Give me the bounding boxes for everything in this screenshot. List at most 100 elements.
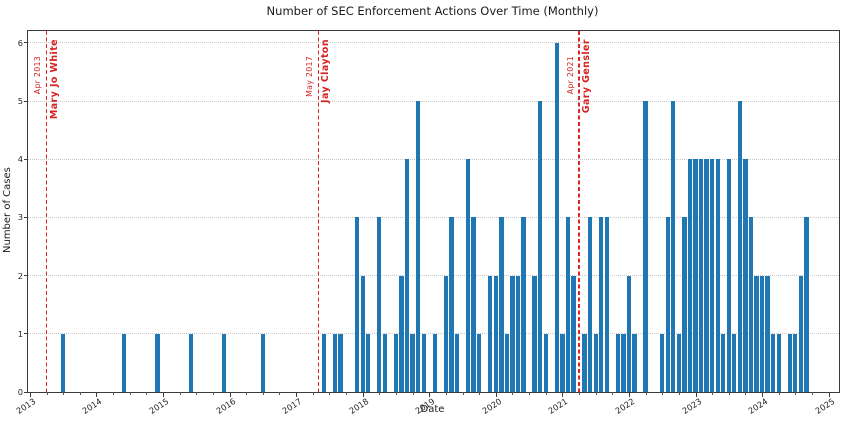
x-minor-tick bbox=[545, 392, 547, 395]
x-minor-tick bbox=[79, 392, 81, 395]
bar-2022-01 bbox=[626, 275, 632, 392]
x-minor-tick bbox=[479, 392, 481, 395]
chart-title: Number of SEC Enforcement Actions Over T… bbox=[266, 4, 599, 18]
bar-2024-04 bbox=[776, 333, 781, 392]
bar-2023-01 bbox=[693, 159, 698, 392]
bar-2022-02 bbox=[632, 333, 637, 392]
x-minor-tick bbox=[612, 392, 614, 395]
x-minor-tick bbox=[46, 392, 48, 395]
x-minor-tick bbox=[146, 392, 148, 395]
gridline-3 bbox=[28, 216, 839, 218]
x-minor-tick bbox=[129, 392, 131, 395]
gridline-1 bbox=[28, 333, 839, 335]
bar-2015-06 bbox=[188, 333, 193, 392]
bar-2018-09 bbox=[404, 159, 410, 392]
chair-annotation-date: Apr 2013 bbox=[33, 56, 42, 95]
y-tick-label: 1 bbox=[17, 328, 23, 339]
bar-2019-06 bbox=[454, 333, 460, 392]
bar-2023-02 bbox=[698, 159, 704, 392]
x-minor-tick bbox=[379, 392, 381, 395]
bar-2020-09 bbox=[538, 101, 543, 392]
x-tick-2015 bbox=[162, 392, 164, 397]
bar-2024-08 bbox=[798, 275, 804, 392]
bar-2023-11 bbox=[748, 217, 754, 392]
bar-2020-04 bbox=[510, 275, 515, 392]
bar-2023-07 bbox=[726, 159, 731, 392]
x-minor-tick bbox=[512, 392, 514, 395]
x-minor-tick bbox=[778, 392, 780, 395]
bar-2022-11 bbox=[682, 217, 687, 392]
x-minor-tick bbox=[179, 392, 181, 395]
x-minor-tick bbox=[662, 392, 664, 395]
bar-2018-11 bbox=[416, 101, 421, 392]
x-minor-tick bbox=[63, 392, 65, 395]
x-minor-tick bbox=[445, 392, 447, 395]
bar-2019-10 bbox=[477, 333, 482, 392]
x-minor-tick bbox=[462, 392, 464, 395]
chair-annotation-line-gary-gensler bbox=[578, 31, 580, 392]
x-tick-2018 bbox=[362, 392, 364, 397]
bar-2018-08 bbox=[399, 275, 404, 392]
bar-2017-09 bbox=[338, 333, 343, 392]
bar-2023-12 bbox=[754, 275, 759, 392]
bar-2024-07 bbox=[793, 333, 798, 392]
bar-2024-06 bbox=[787, 333, 792, 392]
bar-2024-01 bbox=[759, 275, 765, 392]
bar-2017-08 bbox=[332, 333, 338, 392]
bar-2020-10 bbox=[543, 333, 548, 392]
x-minor-tick bbox=[811, 392, 813, 395]
bar-2018-10 bbox=[410, 333, 415, 392]
x-minor-tick bbox=[728, 392, 730, 395]
x-tick-2024 bbox=[762, 392, 764, 397]
x-minor-tick bbox=[712, 392, 714, 395]
bar-2017-06 bbox=[321, 333, 326, 392]
x-minor-tick bbox=[329, 392, 331, 395]
bar-2021-02 bbox=[565, 217, 571, 392]
bar-2023-04 bbox=[709, 159, 715, 392]
bar-2016-07 bbox=[260, 333, 265, 392]
x-minor-tick bbox=[595, 392, 597, 395]
x-minor-tick bbox=[113, 392, 115, 395]
chair-annotation-line-jay-clayton bbox=[317, 31, 320, 392]
y-tick-label: 4 bbox=[17, 154, 23, 165]
x-minor-tick bbox=[795, 392, 797, 395]
y-tick-label: 3 bbox=[17, 212, 23, 223]
x-minor-tick bbox=[645, 392, 647, 395]
bar-2021-11 bbox=[615, 333, 620, 392]
y-tick-6 bbox=[24, 42, 28, 44]
bar-2019-02 bbox=[432, 333, 437, 392]
bar-2023-08 bbox=[732, 333, 737, 392]
x-axis-label: Date bbox=[420, 404, 445, 415]
y-tick-4 bbox=[24, 158, 28, 160]
bar-2020-12 bbox=[554, 42, 559, 392]
bar-2014-12 bbox=[155, 333, 160, 392]
x-minor-tick bbox=[579, 392, 580, 395]
gridline-6 bbox=[28, 42, 839, 44]
x-minor-tick bbox=[745, 392, 747, 395]
bar-2019-05 bbox=[449, 217, 454, 392]
bar-2023-05 bbox=[715, 159, 720, 392]
y-tick-2 bbox=[24, 275, 28, 277]
y-tick-label: 5 bbox=[17, 96, 23, 106]
bar-2020-06 bbox=[521, 217, 526, 392]
bar-2013-07 bbox=[60, 333, 66, 392]
x-tick-2020 bbox=[495, 392, 497, 397]
bar-2022-10 bbox=[676, 333, 681, 392]
bar-2018-12 bbox=[421, 333, 426, 392]
bar-2020-05 bbox=[515, 275, 521, 392]
bar-2021-07 bbox=[593, 333, 598, 392]
bar-2020-02 bbox=[499, 217, 504, 392]
bar-2018-05 bbox=[382, 333, 387, 392]
x-tick-2021 bbox=[562, 392, 564, 397]
bar-2014-06 bbox=[122, 333, 127, 392]
x-minor-tick bbox=[246, 392, 248, 395]
bar-2023-09 bbox=[737, 101, 743, 392]
x-tick-2017 bbox=[296, 392, 298, 397]
bar-2018-01 bbox=[360, 275, 365, 392]
bar-2019-09 bbox=[471, 217, 476, 392]
bar-2022-07 bbox=[660, 333, 665, 392]
y-tick-label: 0 bbox=[17, 387, 23, 397]
x-minor-tick bbox=[395, 392, 397, 395]
chair-annotation-line-mary-jo-white bbox=[45, 31, 48, 392]
